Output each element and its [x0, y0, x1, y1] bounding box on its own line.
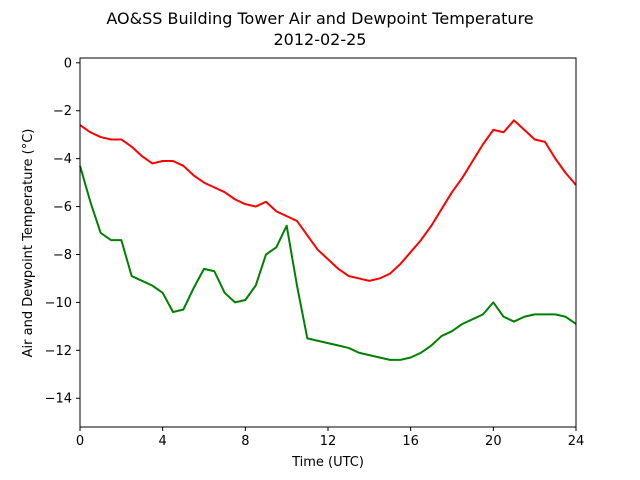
x-tick-label: 4: [159, 434, 167, 449]
y-tick-label: −12: [45, 344, 72, 359]
x-tick-label: 20: [485, 434, 502, 449]
x-axis-label: Time (UTC): [291, 455, 364, 470]
x-axis: 0 4 8 12 16 20 24: [76, 427, 584, 449]
series-line-2: [79, 165, 577, 361]
x-tick-label: 0: [76, 434, 84, 449]
x-tick-label: 12: [320, 434, 337, 449]
x-tick-label: 24: [568, 434, 585, 449]
y-tick-label: −6: [53, 200, 72, 215]
y-tick-label: −8: [53, 248, 72, 263]
chart-title: AO&SS Building Tower Air and Dewpoint Te…: [106, 9, 533, 28]
x-tick-label: 8: [241, 434, 249, 449]
y-tick-label: −2: [53, 104, 72, 119]
chart-subtitle: 2012-02-25: [274, 30, 367, 49]
y-axis: 0 −2 −4 −6 −8 −10 −12 −14: [45, 56, 80, 407]
series-layer: [79, 119, 577, 361]
x-tick-label: 16: [402, 434, 419, 449]
y-axis-label: Air and Dewpoint Temperature (°C): [21, 129, 36, 358]
plot-area: 0 4 8 12 16 20 24 0 −2 −4 −6 −8 −10 −12 −14: [45, 56, 585, 449]
series-line-1: [79, 119, 577, 282]
y-tick-label: −4: [53, 152, 72, 167]
y-tick-label: −14: [45, 392, 72, 407]
y-tick-label: −10: [45, 296, 72, 311]
y-tick-label: 0: [64, 56, 72, 71]
